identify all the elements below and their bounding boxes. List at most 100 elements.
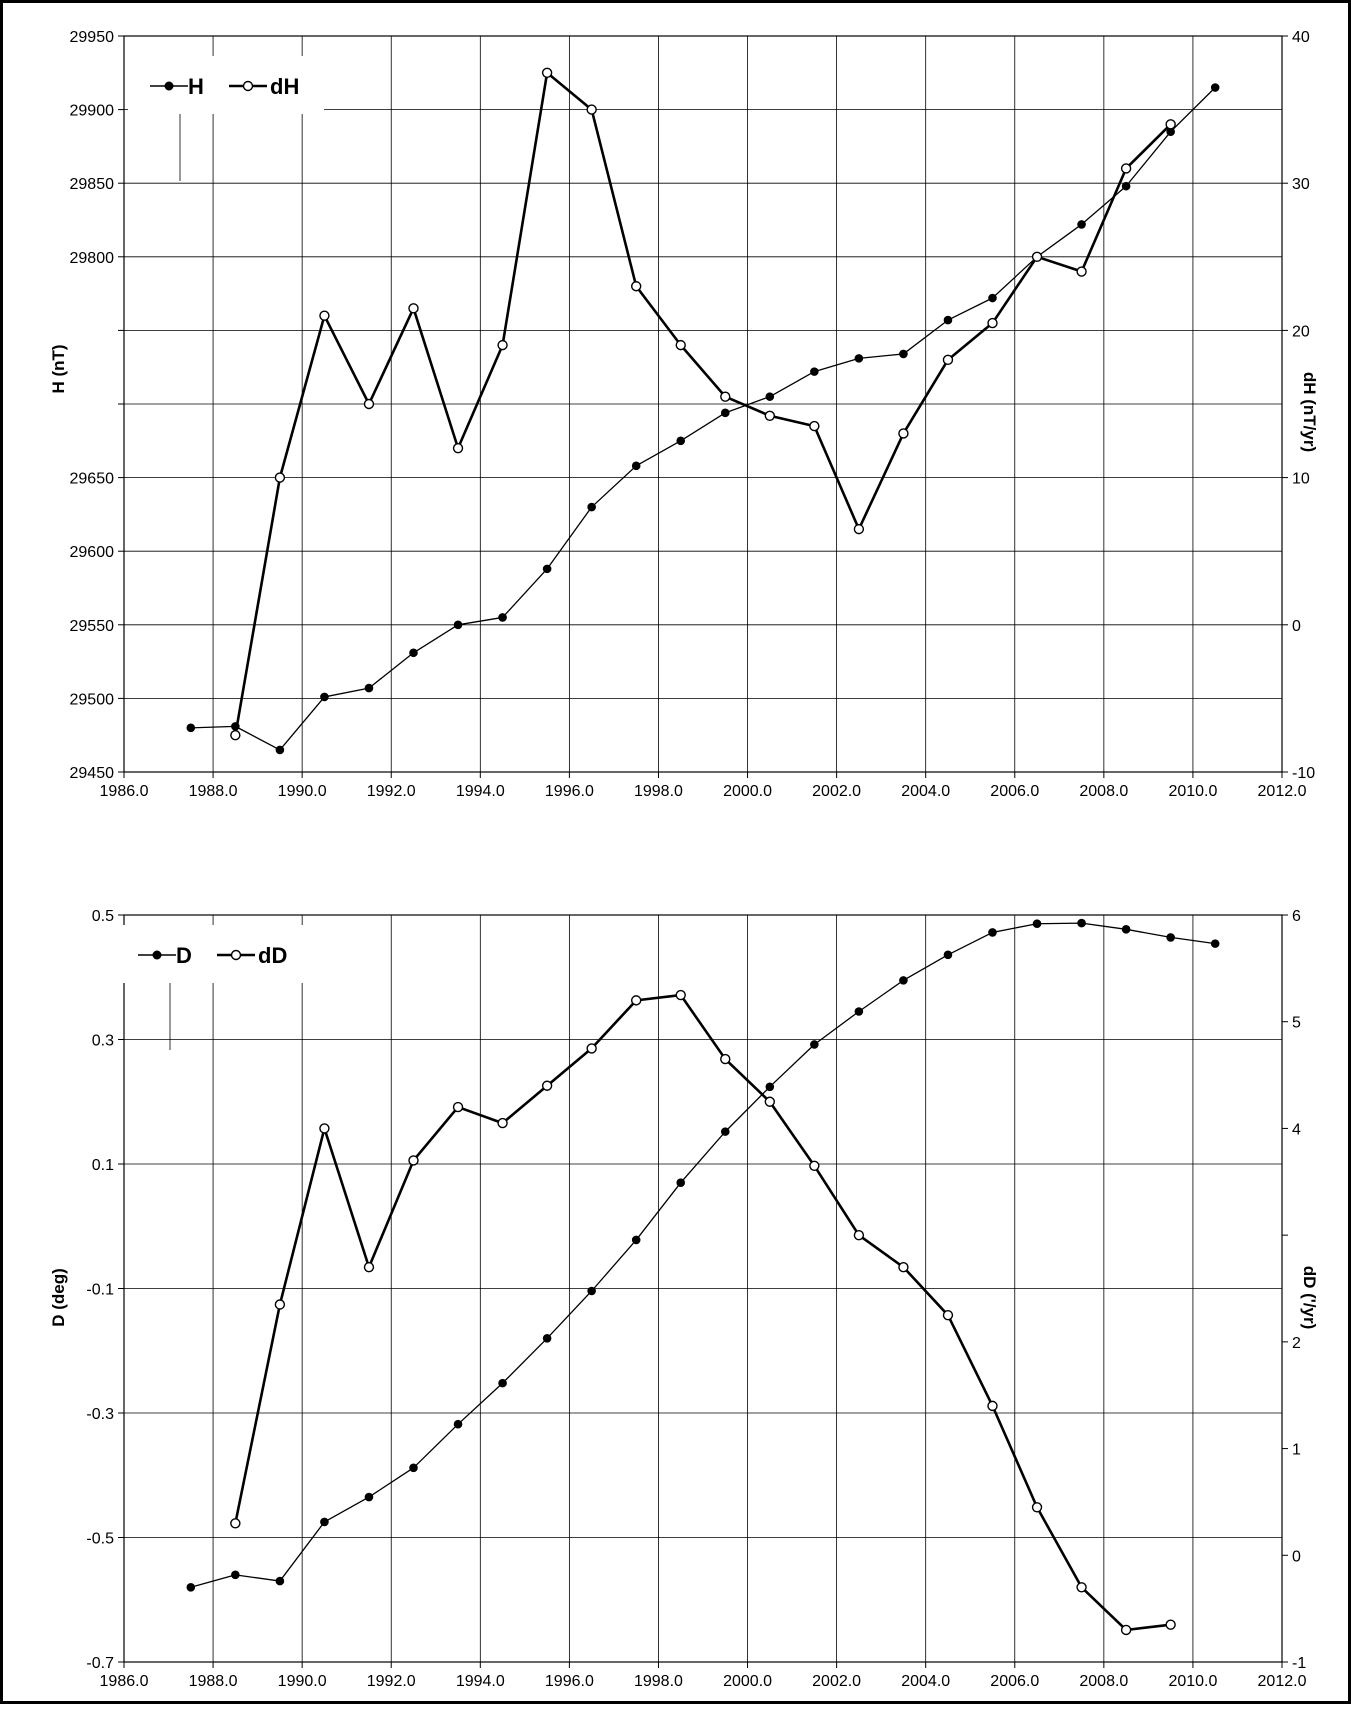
- y-tick-label: 29850: [70, 176, 115, 193]
- data-point-dD: [274, 1299, 286, 1310]
- data-point-H: [453, 620, 463, 630]
- data-point-D: [631, 1235, 641, 1245]
- data-point-H: [854, 354, 864, 363]
- y2-tick-label: 10: [1292, 471, 1310, 488]
- data-point-H: [320, 692, 329, 702]
- data-point-H: [676, 436, 686, 446]
- y-tick-label: 29950: [70, 29, 115, 46]
- x-tick-label: 1994.0: [456, 1673, 505, 1690]
- data-point-dH: [274, 472, 286, 483]
- data-point-D: [676, 1178, 686, 1187]
- x-tick-label: 1988.0: [189, 783, 238, 800]
- data-point-dH: [675, 339, 686, 351]
- y-tick-label: 0.1: [92, 1157, 114, 1174]
- data-point-dD: [1031, 1502, 1043, 1513]
- legend-background: [128, 56, 324, 114]
- x-tick-label: 1994.0: [456, 783, 505, 800]
- data-point-dD: [586, 1043, 597, 1054]
- data-point-H: [631, 461, 641, 471]
- data-point-dD: [987, 1400, 998, 1412]
- x-tick-label: 1996.0: [545, 1673, 594, 1690]
- data-point-D: [587, 1286, 596, 1296]
- x-tick-label: 1986.0: [100, 1673, 149, 1690]
- data-point-H: [409, 648, 418, 658]
- y2-tick-label: 6: [1292, 908, 1301, 925]
- x-tick-label: 1990.0: [278, 783, 327, 800]
- x-tick-label: 2006.0: [990, 783, 1039, 800]
- data-point-D: [899, 976, 908, 985]
- x-tick-label: 2002.0: [812, 783, 861, 800]
- data-point-dH: [942, 354, 954, 366]
- data-point-dH: [230, 730, 241, 741]
- series-line-H: [190, 87, 1216, 751]
- y-tick-label: 29650: [70, 471, 115, 488]
- data-point-dD: [942, 1309, 954, 1321]
- data-point-dH: [1076, 266, 1087, 277]
- data-point-D: [765, 1082, 775, 1092]
- x-tick-label: 2004.0: [901, 1673, 950, 1690]
- data-point-dH: [363, 398, 375, 410]
- y2-tick-label: 5: [1292, 1015, 1301, 1032]
- data-point-dH: [319, 310, 330, 321]
- y-tick-label: -0.3: [86, 1406, 114, 1423]
- data-point-H: [587, 502, 596, 512]
- data-point-H: [1077, 220, 1086, 229]
- chart-1: 1986.0 1988.0 1990.0 1992.0 1994.0 1996.0 1998…: [49, 29, 1319, 800]
- data-point-dH: [764, 410, 776, 421]
- data-point-dH: [541, 67, 553, 79]
- data-point-dD: [319, 1123, 330, 1134]
- data-point-D: [1166, 933, 1175, 942]
- y-tick-label: 29600: [70, 544, 115, 561]
- y2-tick-label: -1: [1292, 1655, 1306, 1672]
- data-point-dD: [230, 1518, 241, 1529]
- data-point-H: [186, 723, 196, 733]
- data-point-D: [542, 1334, 552, 1343]
- x-tick-label: 1992.0: [367, 1673, 416, 1690]
- x-tick-label: 2008.0: [1079, 1673, 1128, 1690]
- data-point-dD: [363, 1261, 375, 1273]
- data-point-dH: [586, 104, 597, 115]
- legend-label-H: H: [188, 74, 204, 99]
- x-tick-label: 2002.0: [812, 1673, 861, 1690]
- data-point-H: [498, 613, 507, 622]
- y2-tick-label: 0: [1292, 618, 1301, 635]
- data-point-D: [988, 928, 997, 937]
- x-tick-label: 2012.0: [1258, 783, 1307, 800]
- x-tick-label: 1996.0: [545, 783, 594, 800]
- legend-label-dH: dH: [270, 74, 299, 99]
- x-tick-label: 2012.0: [1258, 1673, 1307, 1690]
- data-point-dD: [853, 1229, 865, 1241]
- data-point-H: [275, 745, 285, 755]
- data-point-D: [1121, 925, 1131, 934]
- data-point-dD: [497, 1117, 508, 1129]
- data-point-H: [810, 367, 819, 376]
- y-tick-label: 0.5: [92, 908, 114, 925]
- data-point-D: [1032, 919, 1042, 929]
- data-point-dD: [675, 989, 686, 1001]
- y-tick-label: 0.3: [92, 1033, 114, 1050]
- data-point-dH: [497, 339, 508, 351]
- y-axis-title: D (deg): [49, 1268, 68, 1327]
- y-tick-label: -0.5: [86, 1531, 114, 1548]
- y2-tick-label: 0: [1292, 1548, 1301, 1565]
- data-point-D: [275, 1576, 285, 1586]
- data-point-dD: [408, 1155, 419, 1166]
- data-point-dH: [809, 420, 820, 432]
- y2-tick-label: 4: [1292, 1121, 1301, 1138]
- data-point-D: [498, 1378, 507, 1388]
- data-point-D: [364, 1492, 374, 1502]
- legend-marker-D: [152, 950, 162, 960]
- data-point-H: [1121, 181, 1131, 191]
- data-point-dD: [1076, 1582, 1087, 1593]
- data-point-H: [1210, 83, 1220, 92]
- data-point-D: [409, 1463, 418, 1473]
- y-tick-label: -0.1: [86, 1282, 114, 1299]
- data-point-D: [1077, 918, 1086, 928]
- x-tick-label: 2004.0: [901, 783, 950, 800]
- data-point-dD: [541, 1080, 553, 1091]
- series-line-dD: [234, 993, 1171, 1632]
- data-point-dD: [898, 1261, 909, 1273]
- y2-tick-label: -10: [1292, 765, 1315, 782]
